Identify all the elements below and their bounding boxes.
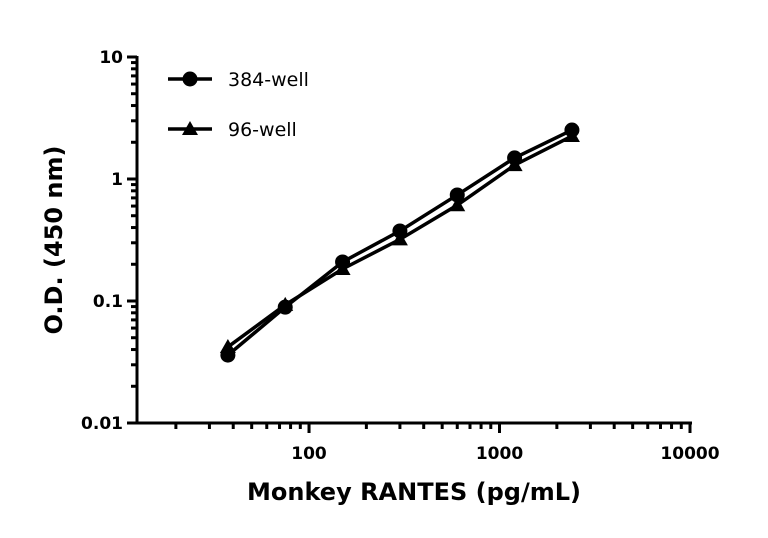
data-point xyxy=(277,296,294,311)
series-96-well xyxy=(219,128,580,353)
legend-label: 96-well xyxy=(228,119,297,141)
data-point xyxy=(449,197,466,212)
data-point xyxy=(506,157,523,172)
data-point xyxy=(449,187,465,203)
series-group xyxy=(219,122,580,363)
x-tick-label: 1000 xyxy=(476,444,523,464)
y-tick-label: 0.01 xyxy=(81,414,123,434)
data-point xyxy=(563,128,580,143)
legend-marker xyxy=(182,121,198,135)
legend-item: 384-well xyxy=(168,69,309,91)
data-point xyxy=(219,338,236,353)
y-tick-label: 0.1 xyxy=(93,292,123,312)
axes: 100 1000 10000 0.01 0.1 1 10 xyxy=(81,48,720,464)
legend: 384-well 96-well xyxy=(168,69,309,141)
y-axis-label: O.D. (450 nm) xyxy=(40,146,68,335)
data-point xyxy=(392,223,408,239)
y-tick-label: 1 xyxy=(111,170,123,190)
legend-item: 96-well xyxy=(168,119,297,141)
x-axis-label: Monkey RANTES (pg/mL) xyxy=(247,478,581,506)
y-tick-label: 10 xyxy=(99,48,123,68)
data-point xyxy=(391,231,408,246)
legend-label: 384-well xyxy=(228,69,309,91)
data-point xyxy=(334,260,351,275)
x-tick-label: 10000 xyxy=(660,444,719,464)
x-tick-label: 100 xyxy=(291,444,327,464)
legend-marker xyxy=(182,71,198,87)
